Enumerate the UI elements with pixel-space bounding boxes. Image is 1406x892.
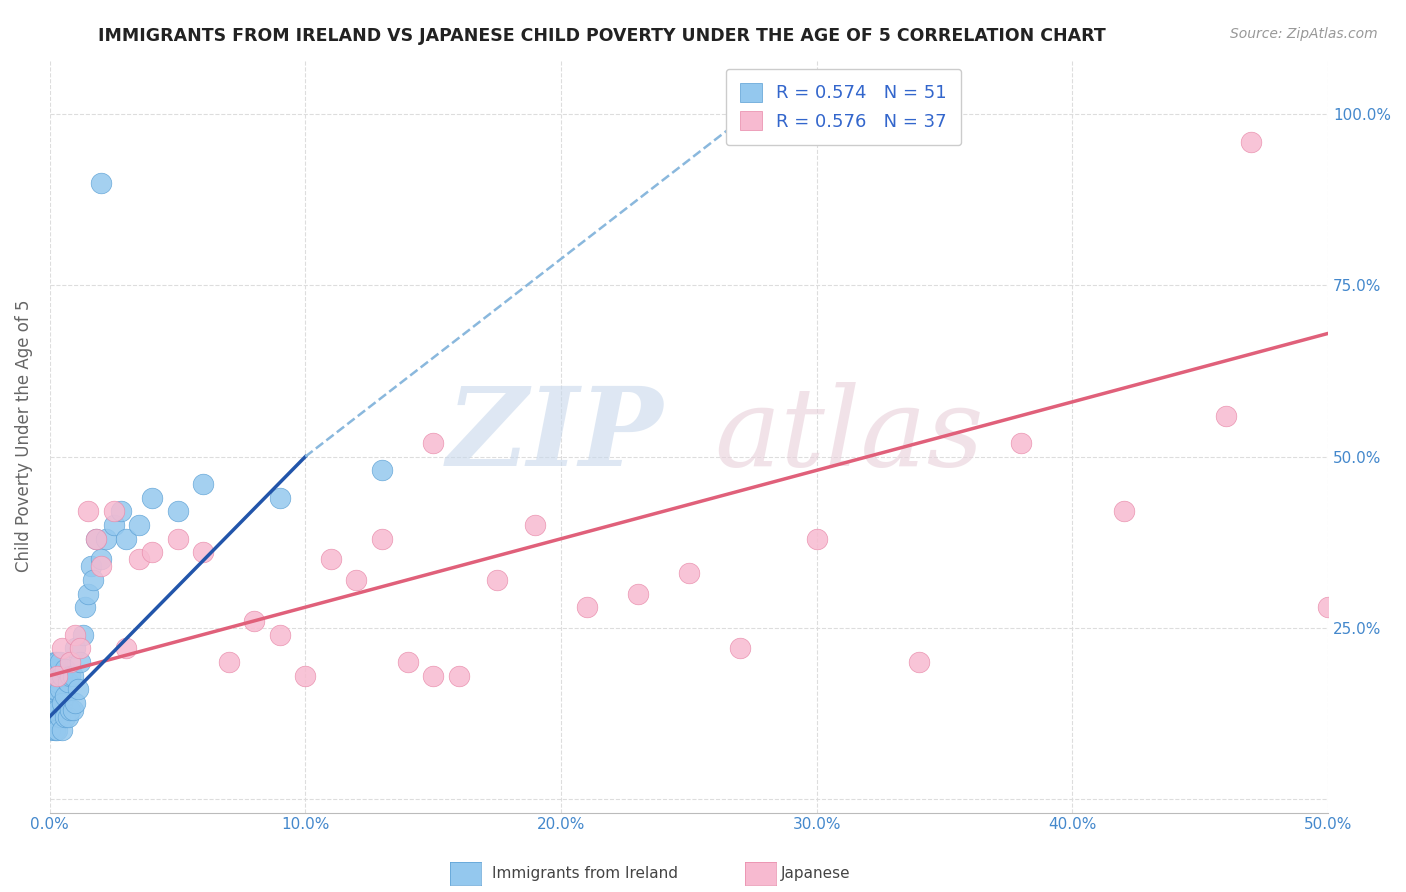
- Point: [49, 682, 72, 697]
- Point: [806, 532, 828, 546]
- Point: [1317, 600, 1340, 615]
- Point: [115, 532, 138, 546]
- Text: ZIP: ZIP: [447, 383, 664, 490]
- Point: [51, 723, 73, 738]
- Point: [59, 668, 82, 682]
- Point: [218, 655, 240, 669]
- Point: [44, 682, 66, 697]
- Point: [396, 655, 419, 669]
- Point: [69, 655, 91, 669]
- Point: [49, 655, 72, 669]
- Point: [77, 504, 100, 518]
- Point: [65, 696, 87, 710]
- Point: [53, 709, 76, 723]
- Text: IMMIGRANTS FROM IRELAND VS JAPANESE CHILD POVERTY UNDER THE AGE OF 5 CORRELATION: IMMIGRANTS FROM IRELAND VS JAPANESE CHIL…: [98, 27, 1107, 45]
- Point: [90, 552, 112, 566]
- Point: [41, 668, 63, 682]
- Text: atlas: atlas: [714, 383, 984, 490]
- Point: [728, 641, 751, 656]
- Text: Source: ZipAtlas.com: Source: ZipAtlas.com: [1230, 27, 1378, 41]
- Point: [77, 586, 100, 600]
- Point: [41, 689, 63, 703]
- Point: [141, 491, 163, 505]
- Point: [166, 504, 188, 518]
- Point: [53, 689, 76, 703]
- Point: [128, 518, 150, 533]
- Point: [44, 655, 66, 669]
- Point: [319, 552, 342, 566]
- Legend: R = 0.574   N = 51, R = 0.576   N = 37: R = 0.574 N = 51, R = 0.576 N = 37: [725, 69, 962, 145]
- Point: [90, 176, 112, 190]
- Point: [44, 703, 66, 717]
- Point: [1112, 504, 1135, 518]
- Point: [447, 668, 470, 682]
- Point: [51, 668, 73, 682]
- Point: [53, 662, 76, 676]
- Point: [115, 641, 138, 656]
- Point: [103, 518, 125, 533]
- Point: [1240, 135, 1263, 149]
- Point: [371, 532, 394, 546]
- Point: [422, 436, 444, 450]
- Point: [191, 477, 214, 491]
- Point: [56, 709, 79, 723]
- Point: [269, 627, 291, 641]
- Point: [66, 682, 89, 697]
- Y-axis label: Child Poverty Under the Age of 5: Child Poverty Under the Age of 5: [15, 300, 32, 573]
- Point: [524, 518, 547, 533]
- Point: [59, 703, 82, 717]
- Point: [46, 675, 69, 690]
- Point: [65, 627, 87, 641]
- Point: [41, 696, 63, 710]
- Point: [75, 600, 97, 615]
- Point: [908, 655, 931, 669]
- Point: [59, 655, 82, 669]
- Point: [46, 655, 69, 669]
- Point: [82, 573, 104, 587]
- Point: [422, 668, 444, 682]
- Point: [110, 504, 132, 518]
- Point: [141, 545, 163, 559]
- Point: [243, 614, 266, 628]
- Point: [166, 532, 188, 546]
- Point: [371, 463, 394, 477]
- Point: [51, 696, 73, 710]
- Point: [269, 491, 291, 505]
- Point: [69, 641, 91, 656]
- Point: [575, 600, 598, 615]
- Point: [486, 573, 509, 587]
- Point: [38, 709, 60, 723]
- Point: [128, 552, 150, 566]
- Point: [62, 703, 84, 717]
- Point: [90, 559, 112, 574]
- Point: [51, 641, 73, 656]
- Point: [79, 559, 101, 574]
- Point: [56, 675, 79, 690]
- Point: [65, 641, 87, 656]
- Point: [191, 545, 214, 559]
- Point: [346, 573, 368, 587]
- Point: [44, 662, 66, 676]
- Point: [46, 668, 69, 682]
- Point: [678, 566, 700, 580]
- Point: [1010, 436, 1032, 450]
- Point: [38, 723, 60, 738]
- Point: [49, 709, 72, 723]
- Text: Japanese: Japanese: [780, 866, 851, 880]
- Point: [41, 682, 63, 697]
- Point: [46, 703, 69, 717]
- Point: [94, 532, 117, 546]
- Point: [627, 586, 650, 600]
- Point: [72, 627, 94, 641]
- Point: [62, 668, 84, 682]
- Point: [44, 723, 66, 738]
- Point: [84, 532, 107, 546]
- Point: [103, 504, 125, 518]
- Point: [46, 723, 69, 738]
- Point: [1215, 409, 1237, 423]
- Point: [294, 668, 316, 682]
- Text: Immigrants from Ireland: Immigrants from Ireland: [492, 866, 678, 880]
- Point: [84, 532, 107, 546]
